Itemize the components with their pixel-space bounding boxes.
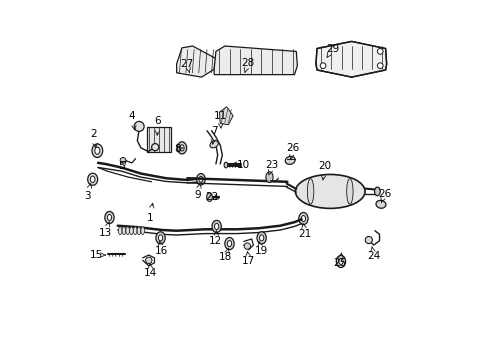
Ellipse shape bbox=[338, 258, 343, 265]
Circle shape bbox=[365, 237, 372, 244]
Ellipse shape bbox=[196, 174, 205, 185]
Ellipse shape bbox=[224, 238, 234, 249]
Ellipse shape bbox=[87, 173, 98, 185]
Ellipse shape bbox=[295, 175, 365, 208]
Ellipse shape bbox=[156, 232, 165, 244]
Ellipse shape bbox=[375, 200, 385, 208]
Ellipse shape bbox=[224, 162, 227, 168]
Ellipse shape bbox=[285, 156, 295, 165]
Ellipse shape bbox=[95, 147, 100, 154]
Circle shape bbox=[320, 63, 325, 68]
Ellipse shape bbox=[122, 227, 125, 235]
Ellipse shape bbox=[307, 179, 313, 204]
Ellipse shape bbox=[177, 142, 186, 154]
Polygon shape bbox=[219, 107, 233, 125]
Circle shape bbox=[244, 243, 250, 249]
Ellipse shape bbox=[227, 240, 231, 247]
Ellipse shape bbox=[133, 227, 137, 235]
Ellipse shape bbox=[301, 216, 305, 222]
Text: 22: 22 bbox=[204, 192, 218, 202]
Text: 27: 27 bbox=[181, 59, 194, 69]
Ellipse shape bbox=[298, 212, 307, 225]
Text: 9: 9 bbox=[194, 190, 200, 200]
Ellipse shape bbox=[92, 144, 102, 157]
Ellipse shape bbox=[107, 215, 111, 221]
Circle shape bbox=[151, 144, 159, 151]
Ellipse shape bbox=[141, 227, 144, 235]
Ellipse shape bbox=[129, 227, 133, 235]
Text: 5: 5 bbox=[118, 161, 124, 171]
Text: 7: 7 bbox=[210, 126, 217, 136]
Ellipse shape bbox=[214, 224, 218, 229]
Ellipse shape bbox=[212, 220, 221, 233]
Ellipse shape bbox=[180, 145, 184, 151]
Ellipse shape bbox=[336, 255, 345, 267]
Polygon shape bbox=[315, 41, 386, 77]
Polygon shape bbox=[176, 46, 216, 77]
Ellipse shape bbox=[206, 193, 212, 202]
Text: 25: 25 bbox=[333, 258, 346, 268]
Ellipse shape bbox=[209, 141, 218, 148]
Text: 6: 6 bbox=[154, 116, 161, 126]
Text: 29: 29 bbox=[326, 44, 339, 54]
Text: 4: 4 bbox=[128, 111, 135, 121]
Text: 21: 21 bbox=[298, 229, 311, 239]
Circle shape bbox=[145, 257, 152, 264]
Text: 23: 23 bbox=[265, 160, 279, 170]
Ellipse shape bbox=[125, 227, 129, 235]
Text: 2: 2 bbox=[90, 129, 97, 139]
Text: 28: 28 bbox=[241, 58, 254, 68]
Text: 8: 8 bbox=[174, 144, 180, 154]
Text: 26: 26 bbox=[285, 143, 299, 153]
Ellipse shape bbox=[118, 227, 122, 235]
Ellipse shape bbox=[259, 235, 263, 241]
Text: 16: 16 bbox=[155, 246, 168, 256]
Circle shape bbox=[377, 63, 382, 68]
Text: 14: 14 bbox=[144, 268, 157, 278]
Text: 15: 15 bbox=[89, 250, 102, 260]
Polygon shape bbox=[214, 46, 297, 75]
Ellipse shape bbox=[374, 187, 380, 196]
Ellipse shape bbox=[346, 179, 352, 204]
Ellipse shape bbox=[257, 232, 266, 244]
Text: 20: 20 bbox=[318, 161, 331, 171]
Text: 24: 24 bbox=[366, 251, 380, 261]
Ellipse shape bbox=[137, 227, 141, 235]
Circle shape bbox=[377, 49, 382, 54]
Text: 1: 1 bbox=[146, 212, 153, 222]
Ellipse shape bbox=[199, 176, 203, 182]
Circle shape bbox=[134, 121, 144, 131]
Circle shape bbox=[120, 157, 125, 163]
Ellipse shape bbox=[90, 176, 95, 183]
Text: 18: 18 bbox=[219, 252, 232, 262]
Text: 13: 13 bbox=[99, 228, 112, 238]
Text: 11: 11 bbox=[213, 111, 226, 121]
Text: 10: 10 bbox=[237, 159, 250, 170]
Text: 26: 26 bbox=[377, 189, 390, 199]
Ellipse shape bbox=[158, 235, 163, 241]
Text: 19: 19 bbox=[255, 247, 268, 256]
Ellipse shape bbox=[104, 211, 114, 224]
Text: 12: 12 bbox=[209, 237, 222, 247]
Ellipse shape bbox=[265, 172, 272, 183]
Text: 3: 3 bbox=[84, 191, 90, 201]
FancyBboxPatch shape bbox=[146, 127, 171, 152]
Text: 17: 17 bbox=[242, 256, 255, 266]
